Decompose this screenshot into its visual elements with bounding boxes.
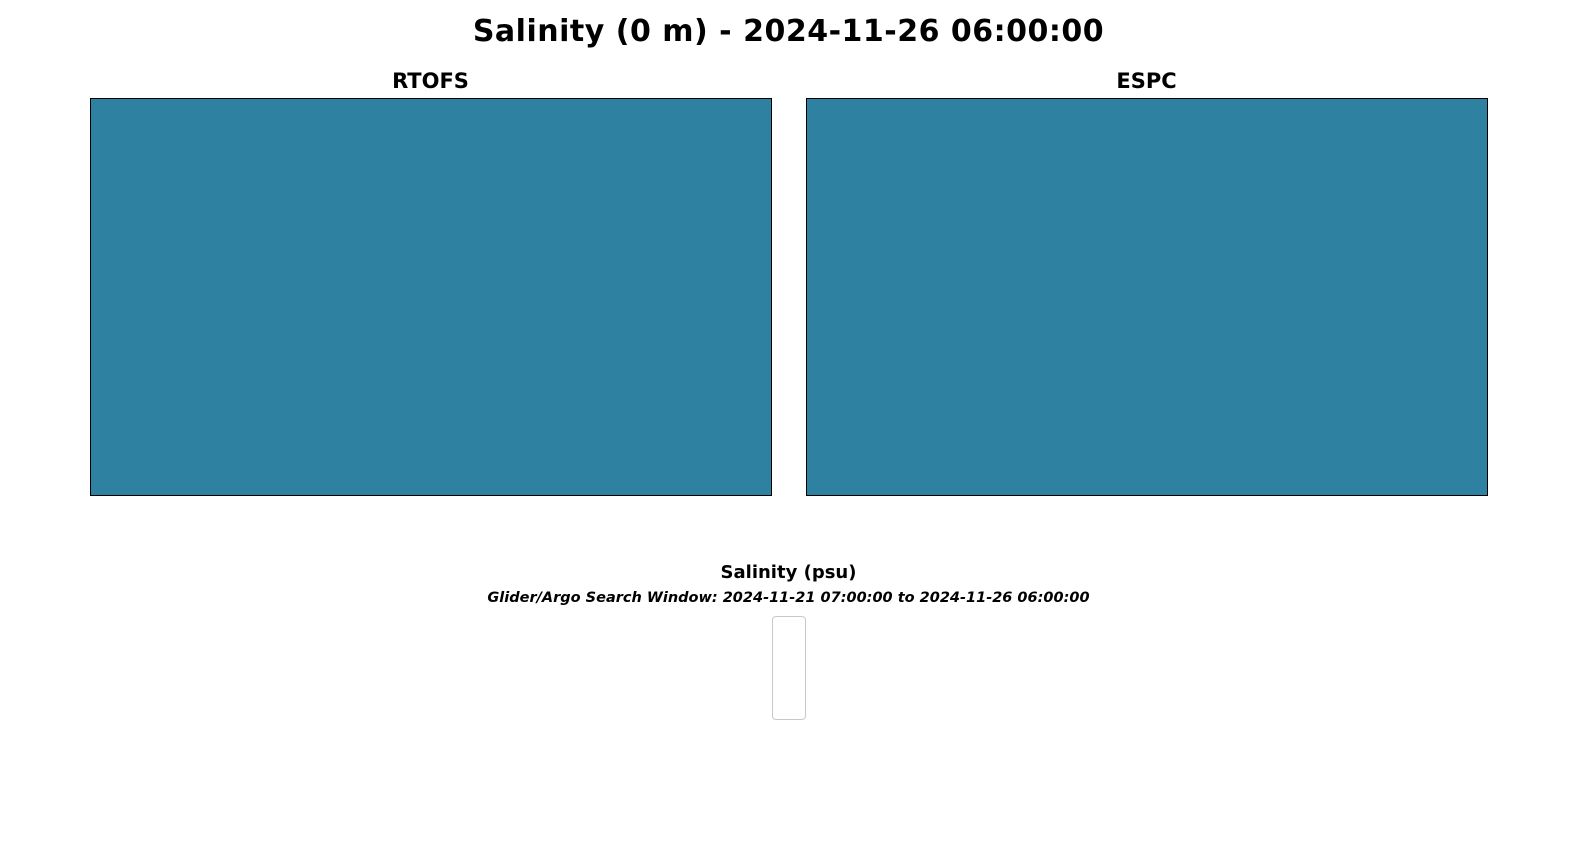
colorbar: Salinity (psu): [119, 534, 1459, 583]
figure-title: Salinity (0 m) - 2024-11-26 06:00:00: [472, 14, 1105, 49]
legend: [771, 616, 806, 720]
espc-map: [805, 98, 1488, 496]
panel-espc: ESPC: [805, 69, 1488, 496]
colorbar-label: Salinity (psu): [720, 562, 857, 583]
maps-row: RTOFS ESPC: [0, 69, 1577, 496]
rtofs-panel-title: RTOFS: [392, 69, 469, 93]
espc-panel-title: ESPC: [1116, 69, 1177, 93]
rtofs-map: [89, 98, 772, 496]
panel-rtofs: RTOFS: [89, 69, 772, 496]
colorbar-ticks: [119, 534, 1459, 562]
figure: Salinity (0 m) - 2024-11-26 06:00:00 RTO…: [0, 14, 1577, 720]
search-window-text: Glider/Argo Search Window: 2024-11-21 07…: [487, 590, 1090, 606]
